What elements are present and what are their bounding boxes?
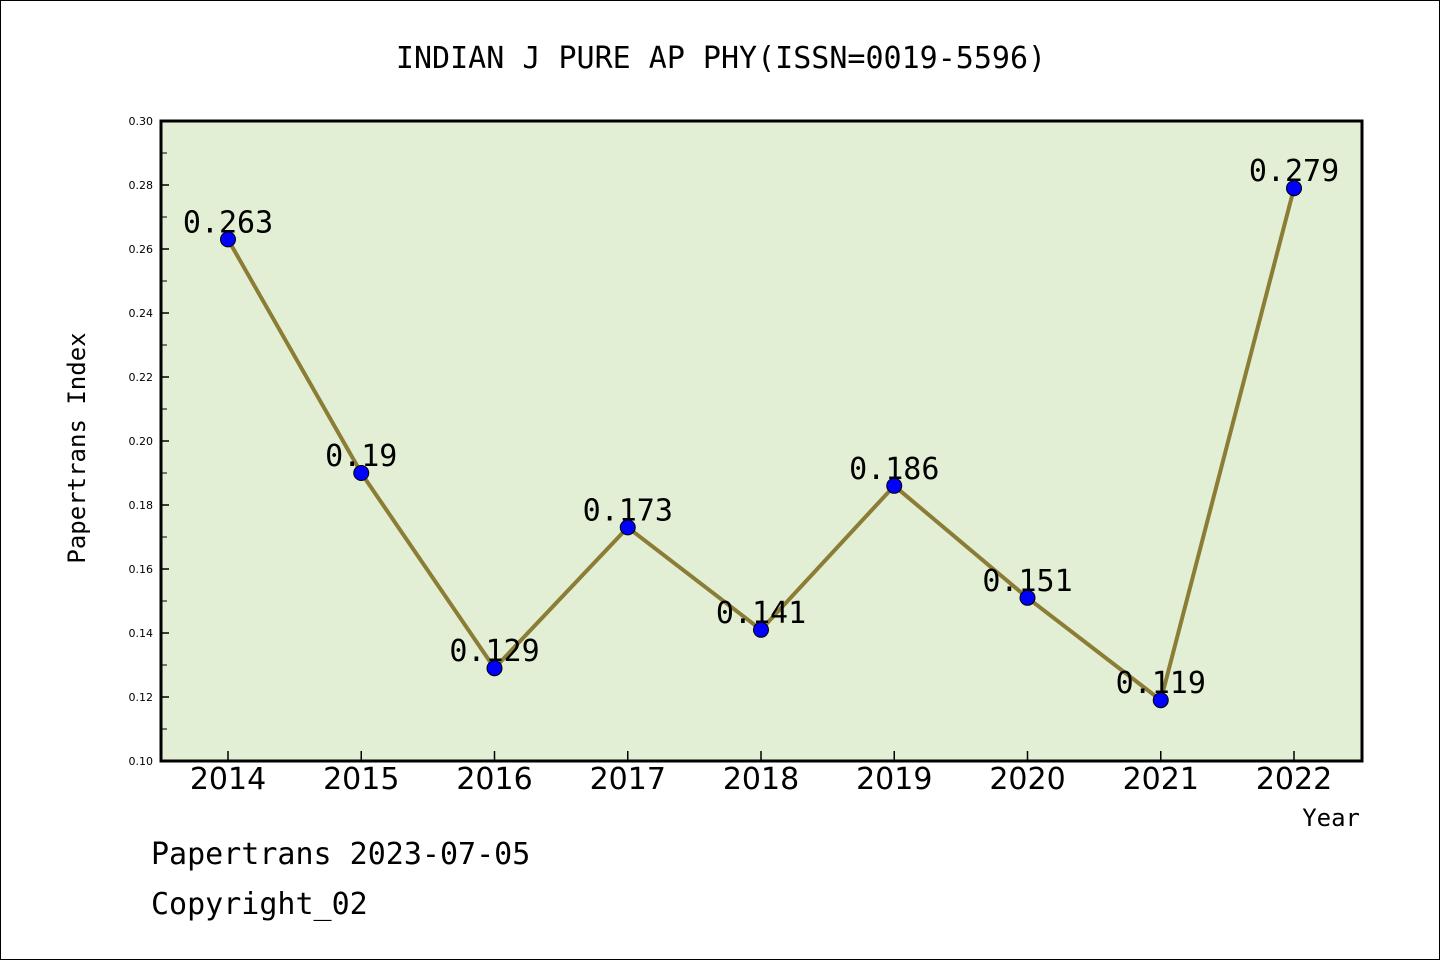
- data-label: 0.279: [1249, 154, 1339, 189]
- data-label: 0.186: [849, 452, 939, 487]
- y-axis-label: Papertrans Index: [63, 332, 91, 563]
- x-tick-label: 2021: [1123, 762, 1199, 797]
- x-axis-label: Year: [1302, 804, 1360, 832]
- x-tick-label: 2014: [190, 762, 266, 797]
- y-tick-label: 0.26: [129, 243, 154, 256]
- plot-area: [159, 119, 1364, 763]
- y-tick-label: 0.30: [129, 115, 154, 128]
- x-tick-label: 2018: [723, 762, 799, 797]
- data-label: 0.173: [583, 493, 673, 528]
- data-label: 0.119: [1116, 666, 1206, 701]
- data-label: 0.263: [183, 205, 273, 240]
- y-tick-label: 0.18: [129, 499, 154, 512]
- x-tick-label: 2019: [856, 762, 932, 797]
- y-axis: 0.10 0.12 0.14 0.16 0.18 0.20 0.22 0.24 0.26 0.28…: [129, 115, 169, 768]
- series-layer: 0.263 0.19 0.129 0.173 0.141 0.186 0.151 0.119 0…: [183, 154, 1339, 709]
- data-label: 0.151: [982, 564, 1072, 599]
- footer-date-text: Papertrans 2023-07-05: [151, 837, 531, 872]
- y-tick-label: 0.20: [129, 435, 154, 448]
- x-tick-label: 2022: [1256, 762, 1332, 797]
- y-tick-label: 0.24: [129, 307, 154, 320]
- data-point: [619, 519, 636, 536]
- data-point: [753, 621, 769, 638]
- chart-title: INDIAN J PURE AP PHY(ISSN=0019-5596): [396, 41, 1046, 76]
- x-tick-label: 2015: [323, 762, 399, 797]
- data-point: [1152, 692, 1169, 709]
- y-tick-label: 0.16: [129, 563, 154, 576]
- data-point: [486, 660, 503, 677]
- y-tick-label: 0.28: [129, 179, 154, 192]
- data-label: 0.129: [449, 634, 539, 669]
- x-tick-label: 2020: [989, 762, 1065, 797]
- data-point: [353, 465, 370, 481]
- data-point: [220, 231, 236, 248]
- data-label: 0.19: [325, 439, 397, 474]
- x-axis: 2014 2015 2016 2017 2018 2019 2020 2021 2022: [190, 751, 1332, 797]
- data-point: [1286, 180, 1302, 197]
- y-tick-label: 0.10: [129, 755, 154, 768]
- data-label: 0.141: [716, 596, 806, 631]
- x-tick-label: 2017: [590, 762, 666, 797]
- y-tick-label: 0.12: [129, 691, 154, 704]
- footer-copyright-text: Copyright_02: [151, 887, 368, 922]
- y-tick-label: 0.22: [129, 371, 154, 384]
- data-point: [886, 477, 903, 494]
- data-point: [1019, 589, 1036, 606]
- x-tick-label: 2016: [456, 762, 532, 797]
- y-tick-label: 0.14: [129, 627, 154, 640]
